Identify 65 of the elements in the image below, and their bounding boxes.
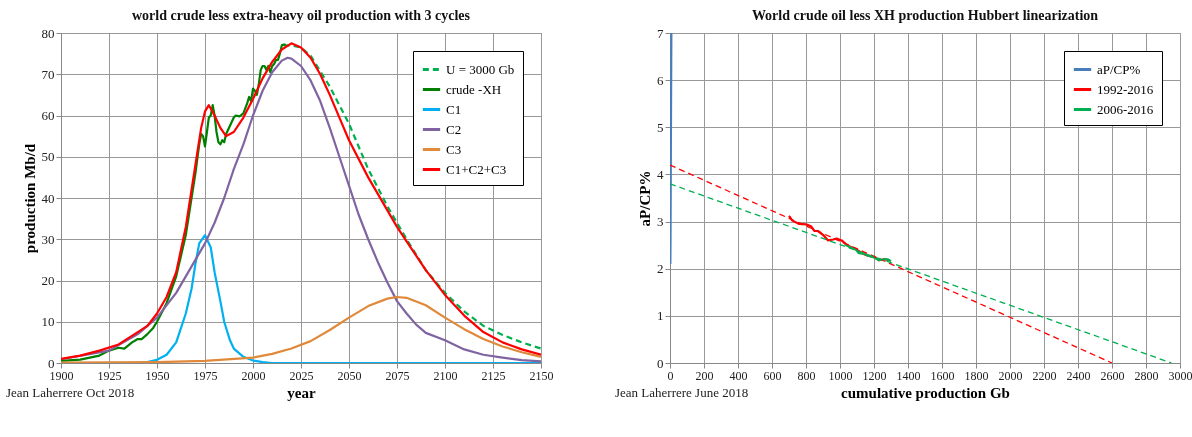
x-tick-label: 1800 (964, 368, 989, 383)
x-tick-label: 400 (729, 368, 748, 383)
x-tick-label: 2150 (529, 368, 554, 383)
line-series (844, 243, 893, 263)
y-tick-label: 3 (657, 214, 664, 230)
y-tick-label: 7 (657, 25, 664, 41)
y-tick-label: 60 (41, 108, 55, 123)
y-tick-label: 10 (41, 314, 55, 330)
y-axis-title: production Mb/d (21, 143, 38, 254)
y-tick-label: 50 (41, 149, 55, 165)
x-tick-label: 800 (797, 368, 816, 383)
x-tick-label: 2200 (1032, 368, 1057, 383)
legend-label: 2006-2016 (1097, 101, 1154, 117)
legend-label: C1+C2+C3 (446, 161, 507, 177)
y-tick-label: 1 (657, 308, 664, 324)
legend-label: 1992-2016 (1097, 81, 1154, 97)
x-tick-label: 2125 (481, 368, 506, 383)
y-tick-label: 20 (41, 273, 55, 288)
y-tick-label: 40 (41, 190, 55, 206)
x-tick-label: 1925 (97, 368, 122, 383)
legend-label: C1 (446, 101, 462, 117)
y-tick-label: 5 (657, 119, 664, 135)
x-axis-title: cumulative production Gb (841, 384, 1010, 401)
y-tick-label: 80 (41, 25, 55, 41)
x-tick-label: 1600 (930, 368, 955, 383)
text: Jean Laherrere June 2018 (615, 385, 749, 400)
x-tick-label: 2600 (1100, 368, 1125, 383)
x-tick-label: 3000 (1168, 368, 1192, 383)
x-tick-label: 2075 (385, 368, 410, 383)
x-tick-label: 2100 (433, 368, 458, 383)
text: Jean Laherrere Oct 2018 (6, 385, 135, 400)
y-tick-label: 30 (41, 231, 55, 247)
legend-label: U = 3000 Gb (446, 61, 515, 77)
legend-label: crude -XH (446, 81, 502, 97)
y-tick-label: 6 (657, 72, 664, 88)
line-series (670, 33, 673, 266)
x-tick-label: 2800 (1134, 368, 1159, 383)
x-tick-label: 2000 (241, 368, 266, 383)
legend-label: C2 (446, 121, 462, 137)
x-tick-label: 0 (667, 368, 674, 383)
legend-label: C3 (446, 141, 462, 157)
x-tick-label: 2025 (289, 368, 314, 383)
x-tick-label: 1200 (862, 368, 887, 383)
y-tick-label: 0 (657, 355, 664, 371)
x-tick-label: 600 (763, 368, 782, 383)
chart-title: world crude less extra-heavy oil production with 3 cycles (131, 8, 471, 23)
chart-title: World crude oil less XH production Hubbert linearization (751, 8, 1099, 23)
x-tick-label: 200 (695, 368, 714, 383)
y-tick-label: 2 (657, 261, 664, 277)
line-series (787, 214, 891, 262)
y-axis-title: aP/CP% (637, 170, 653, 227)
x-tick-label: 1900 (49, 368, 74, 383)
x-tick-label: 1000 (828, 368, 853, 383)
x-tick-label: 1950 (145, 368, 170, 383)
legend-label: aP/CP% (1097, 61, 1141, 77)
x-tick-label: 2000 (998, 368, 1023, 383)
line-series (61, 43, 287, 363)
x-tick-label: 1975 (193, 368, 218, 383)
x-axis-title: year (287, 384, 316, 401)
y-tick-label: 4 (657, 166, 664, 182)
x-tick-label: 2050 (337, 368, 362, 383)
x-tick-label: 1400 (896, 368, 921, 383)
y-tick-label: 70 (41, 66, 55, 82)
x-tick-label: 2400 (1066, 368, 1091, 383)
y-tick-label: 0 (48, 355, 55, 371)
